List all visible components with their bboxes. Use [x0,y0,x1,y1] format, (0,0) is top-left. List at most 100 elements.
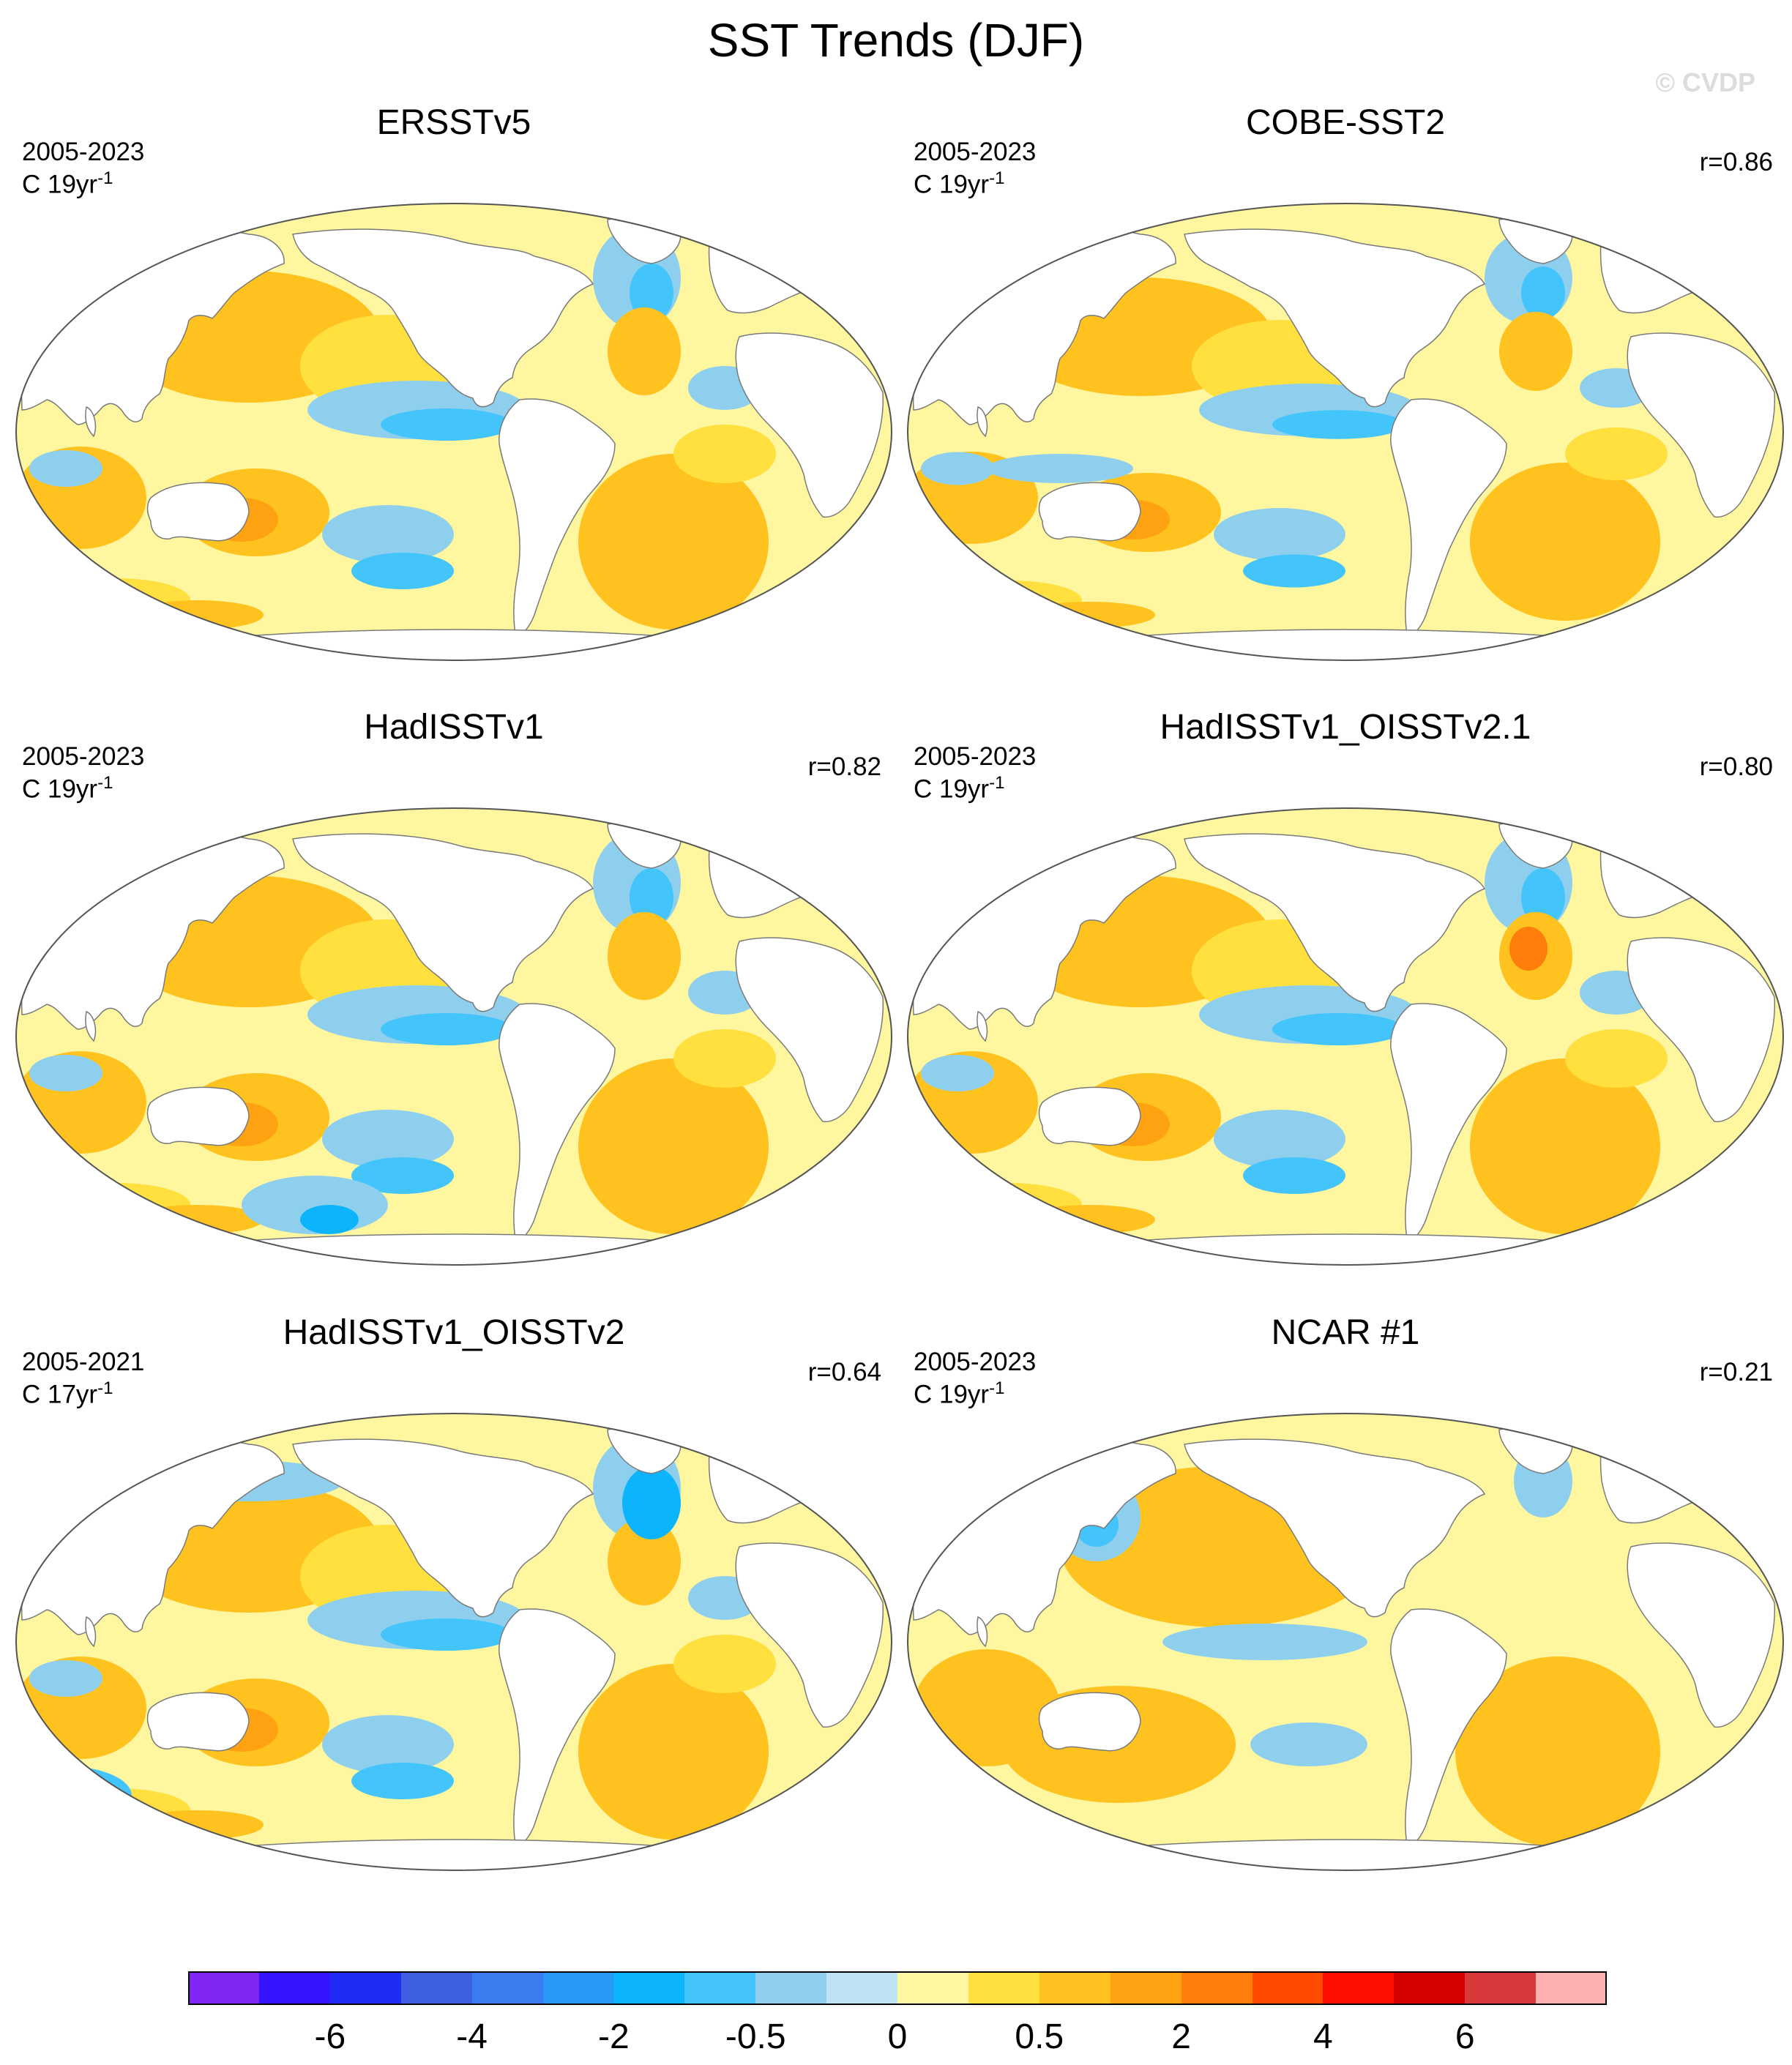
colorbar-swatch [1394,1971,1466,2005]
panel-ersstv5: ERSSTv5 2005-2023 C 19yr-1 [7,102,900,688]
panel-hadisstv1-oisstv2: HadISSTv1_OISSTv2 2005-2021 C 17yr-1 r=0… [7,1312,900,1898]
trend-anomaly-region [132,600,264,630]
figure-title: SST Trends (DJF) [707,14,1085,67]
panel-cobe-sst2: COBE-SST2 2005-2023 C 19yr-1 r=0.86 [899,102,1792,688]
trend-anomaly-region [1509,927,1548,971]
trend-anomaly-region [1565,427,1668,480]
land-mass [977,1010,988,1042]
land-mass [16,629,892,660]
land-mass [292,833,594,1012]
correlation-label: r=0.21 [1699,1358,1773,1386]
sst-trend-map [899,1400,1792,1927]
period-label: 2005-2023 [22,742,145,771]
land-mass [292,228,594,408]
colorbar-swatch [755,1971,827,2005]
land-mass [1184,228,1486,408]
land-mass [1390,1003,1507,1241]
map-boundary [15,1413,893,1871]
trend-anomaly-region [1499,312,1572,391]
land-mass [1038,1086,1141,1146]
land-mass [85,1010,97,1042]
colorbar-tick-label: 2 [1171,2017,1191,2056]
land-mass [1038,1692,1141,1752]
colorbar-tick-label: -2 [598,2017,630,2056]
trend-anomaly-region [921,452,994,485]
panel-title: HadISSTv1_OISSTv2.1 [1160,708,1531,747]
land-mass [908,629,1783,660]
units-exponent: -1 [97,773,113,793]
trend-anomaly-region [936,1183,1082,1227]
map-canvas [906,807,1785,1266]
trend-anomaly-region [1243,554,1345,588]
trend-anomaly-region [381,1013,512,1045]
trend-anomaly-region [578,1058,769,1234]
correlation-label: r=0.82 [807,753,881,781]
trend-anomaly-region [300,1205,359,1234]
map-canvas [15,1413,893,1871]
watermark: © CVDP [1655,67,1755,97]
trend-anomaly-region [578,454,769,630]
map-boundary [15,807,893,1266]
trend-anomaly-region [1272,410,1404,439]
panel-title: HadISSTv1_OISSTv2 [283,1313,625,1352]
land-mass [1390,1608,1507,1846]
trend-anomaly-region [1250,1722,1367,1766]
sst-trend-map [899,190,1792,717]
trend-anomaly-region [1023,1205,1155,1234]
trend-anomaly-region [29,1055,102,1091]
colorbar-tick-label: 0 [887,2017,908,2056]
colorbar [188,1971,1608,2005]
land-mass [499,1608,616,1846]
trend-anomaly-region [608,1517,681,1605]
trend-anomaly-region [322,505,454,564]
colorbar-swatch [1181,1971,1252,2005]
trend-anomaly-region [351,553,454,589]
trend-anomaly-region [351,1157,454,1194]
colorbar-swatch [1039,1971,1111,2005]
trend-anomaly-region [943,1821,1031,1858]
map-boundary [906,1413,1785,1871]
trend-anomaly-region [1023,602,1155,628]
colorbar-tick-label: 6 [1455,2017,1475,2056]
trend-anomaly-region [132,1810,264,1840]
colorbar-swatch [188,1971,260,2005]
units-label: C 19yr-1 [914,168,1004,200]
colorbar-swatch [471,1971,543,2005]
trend-anomaly-region [921,1055,994,1091]
land-mass [977,406,988,438]
trend-anomaly-region [1243,1157,1345,1194]
land-mass [85,406,97,438]
panel-hadisstv1-oisstv2-1: HadISSTv1_OISSTv2.1 2005-2023 C 19yr-1 r… [899,707,1792,1293]
trend-anomaly-region [1470,463,1660,621]
land-mass [1390,398,1507,636]
trend-anomaly-region [608,307,681,395]
map-canvas [15,807,893,1266]
colorbar-swatch [400,1971,473,2005]
land-mass [146,1692,250,1752]
units-exponent: -1 [989,1378,1005,1398]
map-boundary [906,203,1785,661]
units-text: C 17yr [22,1380,98,1409]
colorbar-frame [188,1971,1607,2005]
panel-hadisstv1: HadISSTv1 2005-2023 C 19yr-1 r=0.82 [7,707,900,1293]
land-mass [16,1839,892,1870]
trend-anomaly-region [1272,1013,1404,1045]
trend-anomaly-region [381,1618,512,1651]
colorbar-swatch [897,1971,969,2005]
units-text: C 19yr [914,1380,990,1409]
land-mass [1627,937,1776,1123]
units-text: C 19yr [914,774,990,804]
land-mass [16,1233,892,1265]
land-mass [499,398,616,636]
colorbar-swatch [1110,1971,1182,2005]
trend-anomaly-region [914,1649,1060,1766]
land-mass [1627,1542,1776,1728]
panel-title: NCAR #1 [1271,1313,1420,1352]
land-mass [1184,833,1486,1012]
panel-ncar-1: NCAR #1 2005-2023 C 19yr-1 r=0.21 [899,1312,1792,1898]
trend-anomaly-region [630,868,673,927]
map-boundary [906,807,1785,1266]
land-mass [146,1086,250,1146]
colorbar-swatch [1323,1971,1395,2005]
colorbar-tick-label: 4 [1313,2017,1333,2056]
